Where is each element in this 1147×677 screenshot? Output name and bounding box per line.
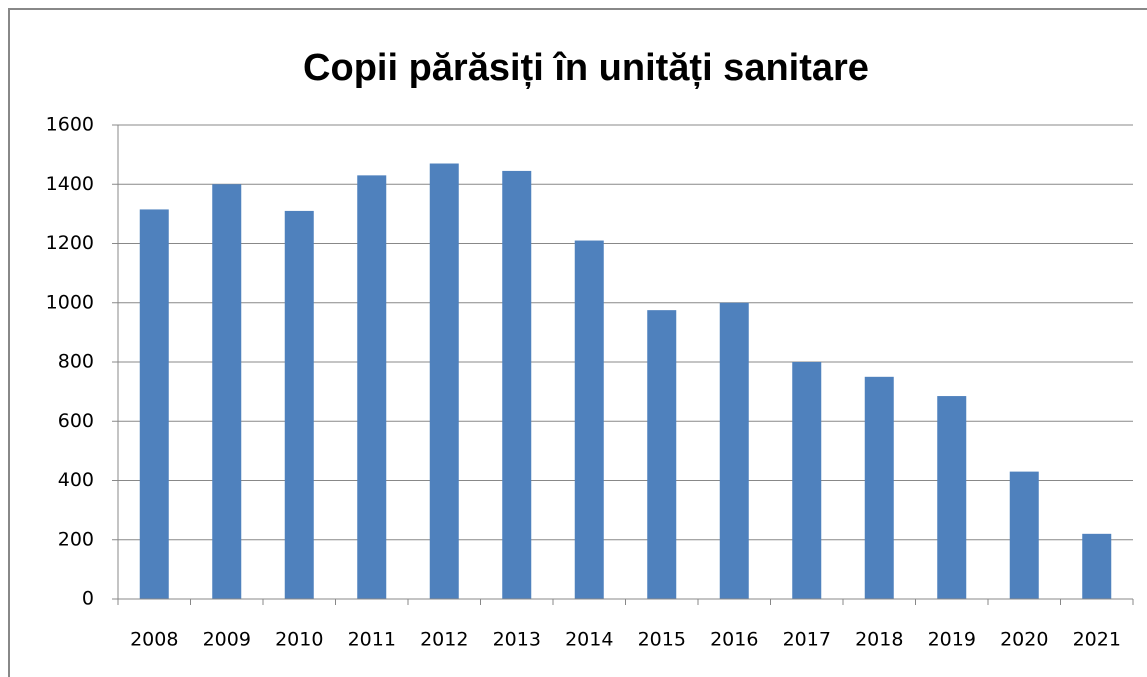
x-tick-label: 2009 bbox=[203, 629, 251, 651]
bar bbox=[864, 376, 894, 599]
x-tick-label: 2018 bbox=[855, 629, 903, 651]
y-tick-label: 600 bbox=[58, 410, 94, 432]
x-tick-label: 2016 bbox=[710, 629, 758, 651]
x-tick-label: 2008 bbox=[130, 629, 178, 651]
bar bbox=[574, 240, 604, 599]
bar bbox=[1009, 471, 1039, 599]
bar bbox=[792, 362, 822, 599]
x-tick-label: 2017 bbox=[783, 629, 831, 651]
y-tick-label: 1600 bbox=[46, 114, 94, 136]
x-tick-label: 2013 bbox=[493, 629, 541, 651]
y-tick-label: 400 bbox=[58, 469, 94, 491]
x-tick-label: 2011 bbox=[348, 629, 396, 651]
x-tick-label: 2021 bbox=[1073, 629, 1121, 651]
y-tick-label: 1400 bbox=[46, 173, 94, 195]
y-tick-label: 1200 bbox=[46, 232, 94, 254]
bar bbox=[937, 396, 967, 599]
x-tick-label: 2012 bbox=[420, 629, 468, 651]
bar bbox=[212, 184, 242, 599]
y-tick-label: 800 bbox=[58, 351, 94, 373]
x-tick-label: 2015 bbox=[638, 629, 686, 651]
bar bbox=[284, 210, 314, 599]
bar bbox=[1082, 533, 1112, 599]
x-tick-label: 2010 bbox=[275, 629, 323, 651]
y-tick-label: 0 bbox=[82, 588, 94, 610]
bar bbox=[719, 302, 749, 599]
bar bbox=[647, 310, 677, 599]
x-tick-label: 2014 bbox=[565, 629, 613, 651]
x-tick-label: 2020 bbox=[1000, 629, 1048, 651]
y-tick-label: 1000 bbox=[46, 291, 94, 313]
bar bbox=[357, 175, 387, 600]
bar bbox=[502, 170, 532, 599]
y-tick-label: 200 bbox=[58, 528, 94, 550]
chart-title: Copii părăsiți în unități sanitare bbox=[303, 47, 869, 89]
bar bbox=[139, 209, 169, 599]
bar bbox=[429, 163, 459, 599]
x-tick-label: 2019 bbox=[928, 629, 976, 651]
